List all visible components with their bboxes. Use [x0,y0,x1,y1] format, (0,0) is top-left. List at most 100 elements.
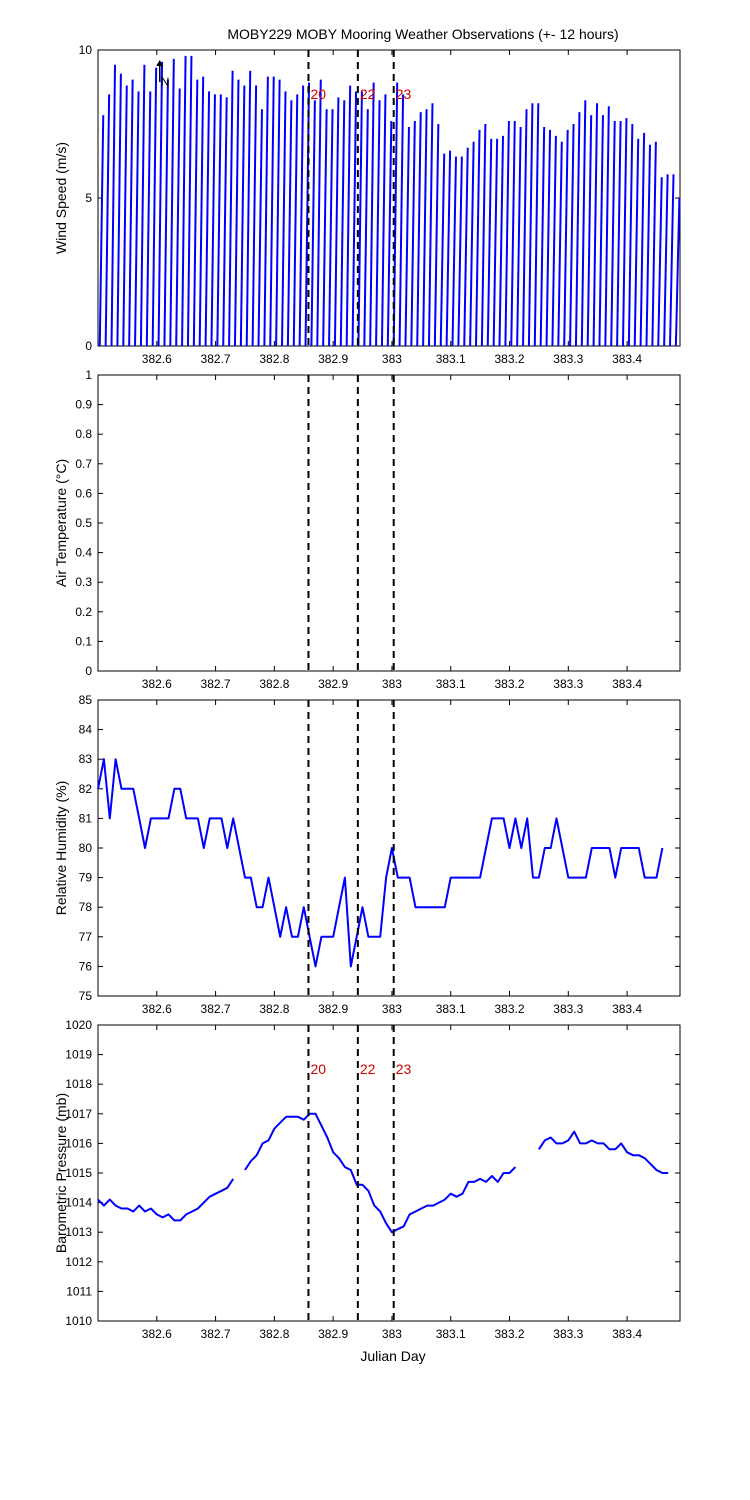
north-arrow-head [156,60,164,66]
pressure-series-line [97,1178,235,1222]
pressure-y-tick-label: 1020 [65,1018,92,1032]
wind-stick [110,64,117,347]
wind-stick [204,91,211,347]
airtemp-y-tick-label: 0.5 [75,516,92,530]
airtemp-y-tick-label: 0.4 [75,546,92,560]
wind-stick [433,123,440,347]
pressure-y-tick-label: 1011 [66,1284,92,1298]
pressure-event-marker-label: 23 [396,1061,412,1077]
humidity-y-axis-title: Relative Humidity (%) [53,781,69,916]
humidity-x-tick-label: 383 [382,1002,402,1016]
wind-stick [104,94,111,347]
wind-stick [186,55,193,347]
wind-stick [610,121,616,347]
wind-stick [310,100,316,347]
wind-stick [380,94,387,347]
wind-stick [198,76,205,347]
wind-stick [451,156,457,347]
wind-y-tick-label: 5 [85,191,92,205]
wind-stick [228,70,234,347]
pressure-y-tick-label: 1015 [65,1166,92,1180]
wind-stick [580,100,587,347]
wind-stick [181,55,187,347]
wind-stick [128,79,134,347]
wind-stick [163,79,169,347]
pressure-x-tick-label: 383 [382,1327,402,1341]
wind-stick [216,94,222,347]
humidity-y-tick-label: 75 [79,989,93,1003]
wind-stick [539,126,546,347]
wind-stick [633,138,640,347]
humidity-y-tick-label: 83 [79,752,93,766]
north-label: N [161,75,170,89]
wind-stick [328,109,334,347]
airtemp-y-tick-label: 0.8 [75,427,92,441]
wind-stick [598,115,604,347]
pressure-x-tick-label: 383.4 [612,1327,642,1341]
wind-stick [316,79,322,347]
wind-stick [369,82,375,347]
humidity-y-tick-label: 78 [79,900,93,914]
wind-stick [386,121,393,347]
wind-stick [427,103,434,347]
wind-stick [292,94,299,347]
humidity-x-tick-label: 382.7 [201,1002,231,1016]
humidity-y-tick-label: 85 [79,693,93,707]
pressure-x-tick-label: 382.8 [259,1327,289,1341]
airtemp-y-tick-label: 0.2 [75,605,92,619]
pressure-x-tick-label: 382.6 [142,1327,172,1341]
pressure-y-tick-label: 1016 [65,1136,92,1150]
humidity-y-tick-label: 82 [79,782,93,796]
wind-stick [239,85,246,347]
wind-stick [657,177,663,347]
airtemp-x-tick-label: 383.1 [436,677,466,691]
wind-stick [492,138,499,347]
pressure-x-tick-label: 383.3 [553,1327,583,1341]
humidity-y-tick-label: 81 [79,811,93,825]
humidity-y-tick-label: 79 [79,871,93,885]
wind-stick [269,76,275,347]
wind-stick [475,129,481,347]
wind-x-tick-label: 382.8 [259,352,289,366]
humidity-y-tick-label: 80 [79,841,93,855]
wind-stick [281,91,287,347]
wind-stick [545,129,552,347]
humidity-series-line [97,758,664,968]
wind-y-tick-label: 10 [79,43,93,57]
airtemp-x-tick-label: 383 [382,677,402,691]
wind-stick [504,121,510,347]
wind-x-tick-label: 383 [382,352,402,366]
airtemp-y-tick-label: 0.7 [75,457,92,471]
pressure-y-axis-title: Barometric Pressure (mb) [53,1093,69,1253]
wind-stick [422,109,428,347]
airtemp-x-tick-label: 383.3 [553,677,583,691]
wind-stick [345,85,352,347]
wind-stick [480,123,487,347]
wind-y-tick-label: 0 [85,339,92,353]
wind-stick [298,85,305,347]
wind-stick [592,103,599,347]
wind-stick [557,141,563,347]
wind-stick [574,112,581,347]
airtemp-x-tick-label: 382.7 [201,677,231,691]
wind-stick [122,85,128,347]
wind-stick [322,109,328,347]
humidity-x-tick-label: 383.1 [436,1002,466,1016]
wind-stick [251,85,258,347]
wind-stick [551,135,557,347]
wind-stick [416,112,422,347]
wind-event-marker-label: 20 [310,86,326,102]
wind-stick [627,123,634,347]
wind-stick [375,100,381,347]
wind-stick [134,91,140,347]
pressure-y-tick-label: 1014 [65,1196,92,1210]
airtemp-y-tick-label: 0.6 [75,486,92,500]
wind-stick [445,150,452,347]
wind-stick [363,109,369,347]
pressure-x-tick-label: 382.9 [318,1327,348,1341]
airtemp-y-tick-label: 0.9 [75,398,92,412]
wind-stick [463,147,469,347]
wind-stick [645,144,651,347]
airtemp-y-axis-title: Air Temperature (°C) [53,459,69,587]
wind-stick [663,174,669,347]
